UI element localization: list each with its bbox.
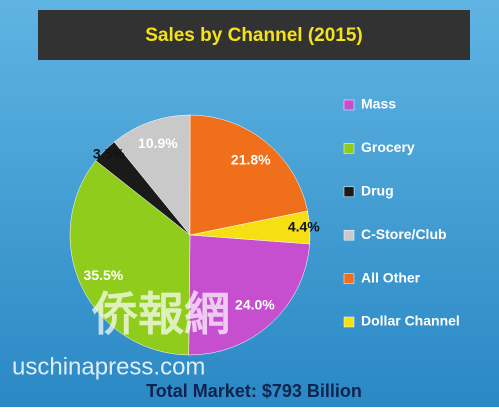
- pie-slice: [69, 160, 191, 356]
- pie-slice: [188, 234, 310, 356]
- pie-slice: [189, 210, 311, 245]
- legend-swatch: [343, 229, 355, 241]
- legend-label: All Other: [361, 269, 421, 285]
- legend-label: Drug: [361, 183, 394, 199]
- title-bar: [38, 10, 470, 60]
- legend-swatch: [343, 316, 355, 328]
- data-label: 21.8%: [231, 151, 271, 167]
- legend-swatch: [343, 273, 355, 284]
- watermark: 侨報網: [91, 287, 230, 341]
- data-label: 3.5%: [93, 146, 125, 162]
- data-label: 24.0%: [235, 296, 275, 312]
- chart-title: Sales by Channel (2015): [145, 25, 363, 46]
- data-label: 35.5%: [84, 267, 124, 283]
- legend-label: Grocery: [361, 139, 415, 155]
- data-label: 4.4%: [288, 219, 320, 235]
- legend-label: C-Store/Club: [361, 226, 447, 242]
- watermark: uschinapress.com: [12, 353, 205, 380]
- pie-slice: [113, 114, 191, 236]
- legend-label: Mass: [361, 96, 396, 112]
- legend-label: Dollar Channel: [361, 313, 460, 329]
- legend-swatch: [343, 99, 355, 111]
- data-label: 10.9%: [138, 135, 178, 151]
- legend-swatch: [343, 143, 355, 154]
- legend-swatch: [343, 186, 355, 198]
- footer: Total Market: $793 Billion: [146, 381, 362, 401]
- pie-slice: [189, 114, 308, 236]
